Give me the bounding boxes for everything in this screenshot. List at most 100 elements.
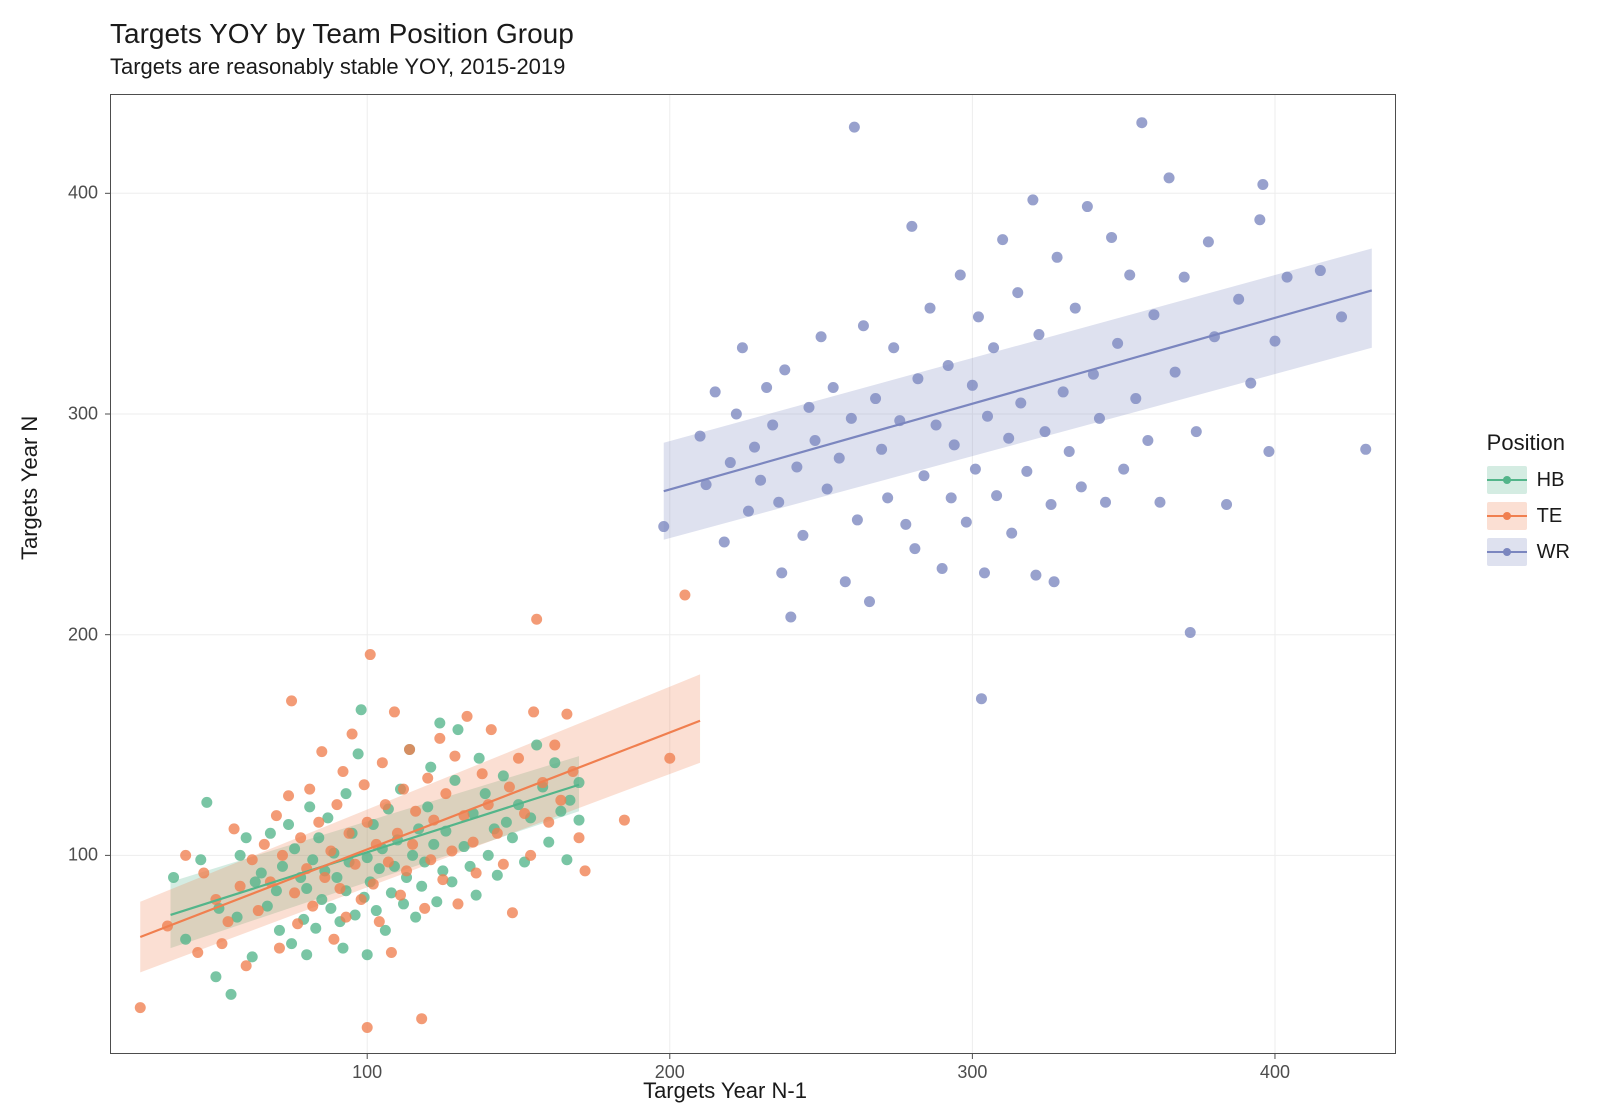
scatter-point [888, 342, 899, 353]
scatter-point [695, 431, 706, 442]
scatter-point [991, 490, 1002, 501]
scatter-point [876, 444, 887, 455]
scatter-point [498, 859, 509, 870]
scatter-point [531, 740, 542, 751]
scatter-point [419, 903, 430, 914]
scatter-point [283, 819, 294, 830]
scatter-point [1049, 576, 1060, 587]
scatter-point [431, 896, 442, 907]
scatter-point [779, 364, 790, 375]
scatter-point [543, 817, 554, 828]
scatter-point [362, 1022, 373, 1033]
scatter-point [973, 311, 984, 322]
scatter-point [377, 757, 388, 768]
y-tick-label: 200 [68, 624, 98, 645]
scatter-point [292, 918, 303, 929]
scatter-point [471, 890, 482, 901]
scatter-point [316, 746, 327, 757]
scatter-point [425, 762, 436, 773]
scatter-point [368, 879, 379, 890]
scatter-point [1058, 386, 1069, 397]
scatter-point [900, 519, 911, 530]
scatter-point [316, 894, 327, 905]
chart-subtitle: Targets are reasonably stable YOY, 2015-… [110, 54, 565, 80]
scatter-point [341, 912, 352, 923]
scatter-point [1033, 329, 1044, 340]
scatter-point [528, 706, 539, 717]
scatter-point [383, 857, 394, 868]
scatter-point [428, 839, 439, 850]
scatter-point [1336, 311, 1347, 322]
scatter-point [477, 768, 488, 779]
scatter-point [761, 382, 772, 393]
legend-swatch [1487, 502, 1527, 530]
scatter-point [501, 817, 512, 828]
scatter-point [1012, 287, 1023, 298]
scatter-point [574, 815, 585, 826]
scatter-point [1257, 179, 1268, 190]
scatter-point [498, 770, 509, 781]
scatter-point [347, 729, 358, 740]
scatter-point [525, 850, 536, 861]
scatter-point [1191, 426, 1202, 437]
chart-title: Targets YOY by Team Position Group [110, 18, 574, 50]
scatter-point [1030, 570, 1041, 581]
scatter-point [1112, 338, 1123, 349]
scatter-point [356, 704, 367, 715]
scatter-point [380, 799, 391, 810]
scatter-point [664, 753, 675, 764]
scatter-point [325, 845, 336, 856]
scatter-point [289, 887, 300, 898]
scatter-point [216, 938, 227, 949]
scatter-point [561, 709, 572, 720]
scatter-point [265, 828, 276, 839]
scatter-point [1148, 309, 1159, 320]
scatter-point [440, 788, 451, 799]
scatter-point [256, 868, 267, 879]
legend-item-label: WR [1537, 541, 1570, 564]
scatter-point [253, 905, 264, 916]
scatter-point [241, 832, 252, 843]
scatter-point [434, 717, 445, 728]
scatter-point [356, 894, 367, 905]
scatter-point [386, 947, 397, 958]
scatter-point [241, 960, 252, 971]
scatter-point [1254, 214, 1265, 225]
scatter-point [192, 947, 203, 958]
scatter-point [422, 773, 433, 784]
scatter-point [1015, 397, 1026, 408]
scatter-point [398, 784, 409, 795]
scatter-point [198, 868, 209, 879]
scatter-point [864, 596, 875, 607]
scatter-point [313, 832, 324, 843]
scatter-point [679, 589, 690, 600]
scatter-point [286, 695, 297, 706]
scatter-point [422, 801, 433, 812]
scatter-point [410, 806, 421, 817]
scatter-point [310, 923, 321, 934]
scatter-point [840, 576, 851, 587]
scatter-point [259, 839, 270, 850]
scatter-point [906, 221, 917, 232]
scatter-point [1269, 336, 1280, 347]
scatter-point [955, 269, 966, 280]
scatter-point [882, 492, 893, 503]
scatter-point [235, 881, 246, 892]
scatter-point [1282, 272, 1293, 283]
scatter-point [531, 614, 542, 625]
scatter-point [168, 872, 179, 883]
scatter-point [274, 943, 285, 954]
scatter-point [474, 753, 485, 764]
scatter-point [1094, 413, 1105, 424]
scatter-point [737, 342, 748, 353]
scatter-point [1136, 117, 1147, 128]
scatter-point [846, 413, 857, 424]
scatter-point [970, 464, 981, 475]
scatter-point [286, 938, 297, 949]
scatter-point [1124, 269, 1135, 280]
scatter-point [1006, 528, 1017, 539]
scatter-point [425, 854, 436, 865]
y-tick-label: 300 [68, 404, 98, 425]
scatter-point [549, 740, 560, 751]
scatter-point [407, 839, 418, 850]
